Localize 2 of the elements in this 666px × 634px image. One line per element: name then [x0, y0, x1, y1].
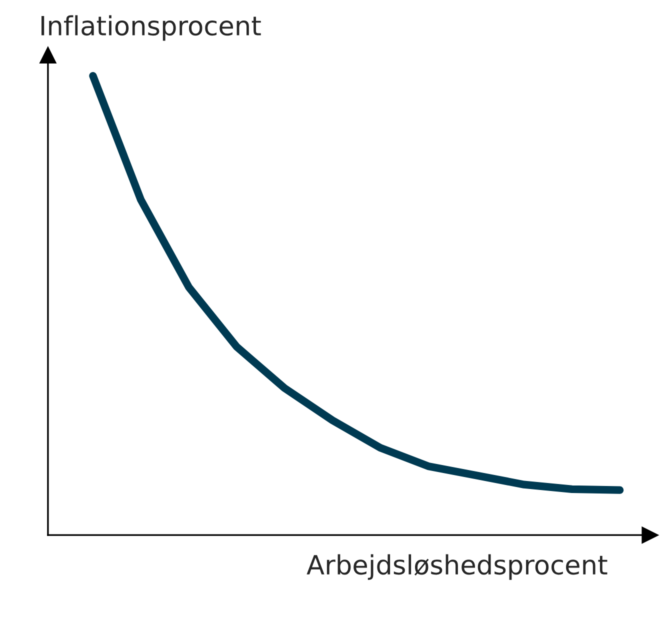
x-axis-title: Arbejdsløshedsprocent: [306, 554, 608, 580]
y-axis-title: Inflationsprocent: [42, 15, 261, 41]
